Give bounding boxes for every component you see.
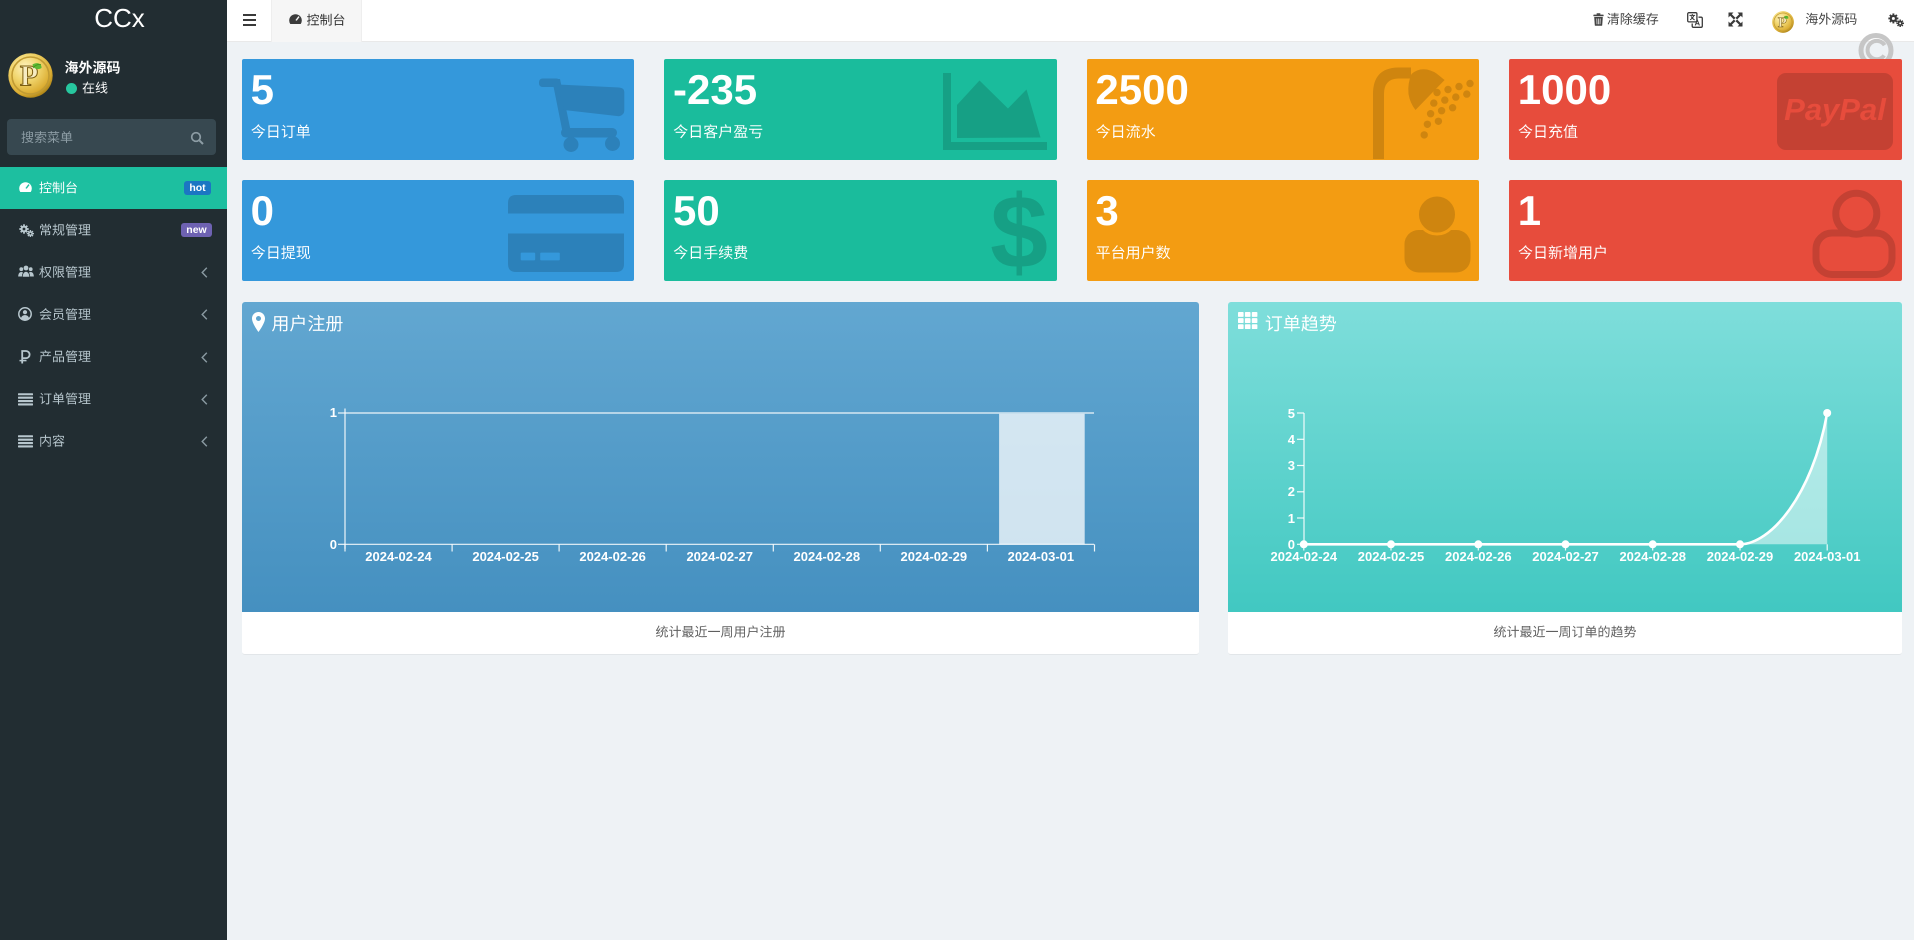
svg-text:P: P [1778,14,1787,30]
svg-text:PayPal: PayPal [1784,92,1887,127]
